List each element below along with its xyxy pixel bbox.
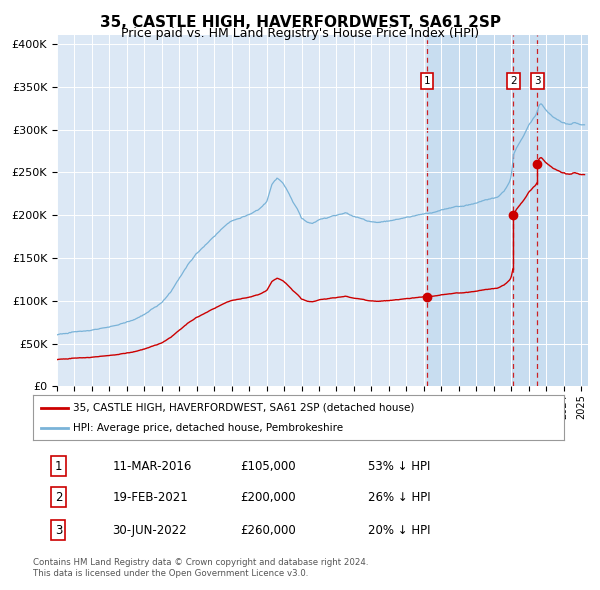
Text: £105,000: £105,000 bbox=[240, 460, 296, 473]
Text: 35, CASTLE HIGH, HAVERFORDWEST, SA61 2SP (detached house): 35, CASTLE HIGH, HAVERFORDWEST, SA61 2SP… bbox=[73, 403, 414, 412]
Text: This data is licensed under the Open Government Licence v3.0.: This data is licensed under the Open Gov… bbox=[33, 569, 308, 578]
Text: 20% ↓ HPI: 20% ↓ HPI bbox=[368, 523, 430, 537]
Text: 3: 3 bbox=[55, 523, 62, 537]
Text: HPI: Average price, detached house, Pembrokeshire: HPI: Average price, detached house, Pemb… bbox=[73, 424, 343, 434]
Text: 53% ↓ HPI: 53% ↓ HPI bbox=[368, 460, 430, 473]
Text: 26% ↓ HPI: 26% ↓ HPI bbox=[368, 490, 430, 504]
Text: 1: 1 bbox=[55, 460, 62, 473]
Text: £260,000: £260,000 bbox=[240, 523, 296, 537]
Text: £200,000: £200,000 bbox=[240, 490, 296, 504]
Text: 2: 2 bbox=[510, 76, 517, 86]
Bar bbox=[427, 35, 600, 386]
Text: 30-JUN-2022: 30-JUN-2022 bbox=[113, 523, 187, 537]
Text: 3: 3 bbox=[534, 76, 541, 86]
Text: Contains HM Land Registry data © Crown copyright and database right 2024.: Contains HM Land Registry data © Crown c… bbox=[33, 558, 368, 566]
Text: 2: 2 bbox=[55, 490, 62, 504]
Text: 35, CASTLE HIGH, HAVERFORDWEST, SA61 2SP: 35, CASTLE HIGH, HAVERFORDWEST, SA61 2SP bbox=[100, 15, 500, 30]
Text: 1: 1 bbox=[424, 76, 430, 86]
Text: 11-MAR-2016: 11-MAR-2016 bbox=[113, 460, 192, 473]
Text: Price paid vs. HM Land Registry's House Price Index (HPI): Price paid vs. HM Land Registry's House … bbox=[121, 27, 479, 40]
Text: 19-FEB-2021: 19-FEB-2021 bbox=[113, 490, 188, 504]
